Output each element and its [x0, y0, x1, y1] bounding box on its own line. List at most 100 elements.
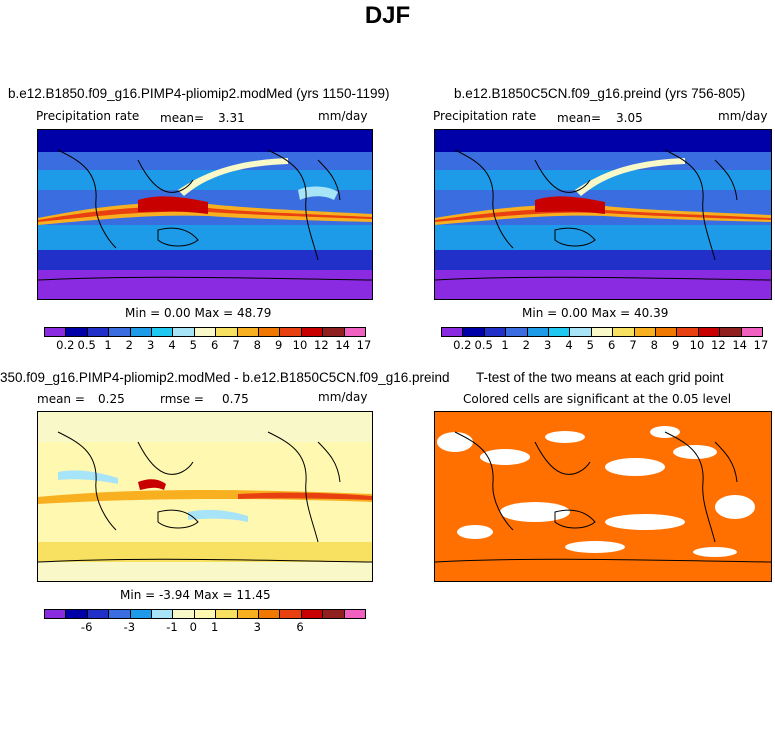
colorbar-swatch [634, 328, 657, 336]
colorbar-tick-label: 10 [689, 338, 705, 352]
colorbar-swatch [656, 328, 678, 336]
colorbar-tick-label: 12 [314, 338, 329, 352]
colorbar-tick-label: 0.2 [453, 338, 472, 352]
panel-2-precip-map [434, 129, 772, 300]
colorbar-swatch [173, 328, 195, 336]
colorbar-tick-label: 17 [356, 338, 372, 352]
panel-1-colorbar [44, 327, 366, 337]
panel-1-colorbar-ticks: 0.2 0.5 1 2 3 4 5 6 7 8 9 10 12 14 17 [44, 338, 371, 352]
panel-1-mean-label: mean= [160, 111, 205, 125]
panel-2-title: b.e12.B1850C5CN.f09_g16.preind (yrs 756-… [454, 86, 746, 101]
colorbar-tick-label: 6 [296, 620, 304, 634]
colorbar-tick-label: 4 [565, 338, 573, 352]
colorbar-tick-label: -1 [166, 620, 178, 634]
panel-3-title: 350.f09_g16.PIMP4-pliomip2.modMed - b.e1… [0, 370, 450, 385]
colorbar-swatch [45, 328, 67, 336]
panel-2-colorbar-ticks: 0.2 0.5 1 2 3 4 5 6 7 8 9 10 12 14 17 [441, 338, 768, 352]
colorbar-tick-label: 12 [711, 338, 726, 352]
panel-3-mean-label: mean = [37, 392, 85, 406]
colorbar-swatch [613, 328, 635, 336]
colorbar-swatch [301, 328, 324, 336]
colorbar-swatch [237, 610, 260, 618]
colorbar-swatch [66, 610, 88, 618]
colorbar-tick-label: -3 [123, 620, 136, 634]
colorbar-swatch [344, 328, 366, 336]
figure-title: DJF [364, 2, 411, 29]
colorbar-swatch [323, 610, 345, 618]
panel-1-title: b.e12.B1850.f09_g16.PIMP4-pliomip2.modMe… [8, 86, 390, 101]
colorbar-tick-label: 14 [732, 338, 747, 352]
colorbar-swatch [323, 328, 345, 336]
panel-3-rmse-label: rmse = [160, 392, 204, 406]
panel-1-minmax: Min = 0.00 Max = 48.79 [125, 306, 272, 320]
colorbar-tick-label: 5 [189, 338, 197, 352]
colorbar-tick-label: 2 [522, 338, 530, 352]
colorbar-swatch [152, 610, 174, 618]
colorbar-tick-label: 6 [210, 338, 219, 352]
colorbar-tick-label: 3 [146, 338, 155, 352]
colorbar-swatch [87, 328, 110, 336]
colorbar-swatch [66, 328, 88, 336]
panel-3-colorbar-ticks: -6 -3 -1 0 1 3 6 [44, 620, 364, 634]
panel-3-colorbar [44, 609, 366, 619]
colorbar-tick-label: -6 [80, 620, 93, 634]
panel-2-field-label: Precipitation rate [433, 109, 537, 123]
colorbar-tick-label: 4 [168, 338, 176, 352]
colorbar-swatch [527, 328, 550, 336]
panel-1-field-label: Precipitation rate [36, 109, 140, 123]
colorbar-tick-label: 1 [210, 620, 219, 634]
colorbar-tick-label: 0.5 [474, 338, 493, 352]
panel-3-mean-value: 0.25 [98, 392, 125, 406]
panel-2-units: mm/day [718, 109, 768, 123]
colorbar-swatch [259, 610, 281, 618]
colorbar-swatch [280, 328, 302, 336]
panel-2-mean-value: 3.05 [616, 111, 643, 125]
colorbar-tick-label: 1 [104, 338, 112, 352]
colorbar-tick-label: 9 [671, 338, 680, 352]
panel-3-units: mm/day [318, 390, 368, 404]
colorbar-tick-label: 3 [253, 620, 261, 634]
colorbar-swatch [194, 610, 217, 618]
panel-1-precip-map [37, 129, 373, 300]
colorbar-swatch [570, 328, 592, 336]
colorbar-tick-label: 6 [607, 338, 616, 352]
colorbar-tick-label: 1 [501, 338, 509, 352]
colorbar-swatch [344, 610, 366, 618]
colorbar-swatch [549, 328, 571, 336]
colorbar-swatch [280, 610, 302, 618]
panel-4-ttest-map [434, 411, 772, 582]
colorbar-swatch [677, 328, 699, 336]
colorbar-tick-label: 8 [253, 338, 261, 352]
panel-3-difference-map [37, 411, 373, 582]
colorbar-swatch [237, 328, 260, 336]
colorbar-swatch [591, 328, 614, 336]
colorbar-swatch [216, 328, 238, 336]
panel-4-subtitle: Colored cells are significant at the 0.0… [463, 392, 732, 406]
colorbar-swatch [109, 328, 131, 336]
colorbar-swatch [442, 328, 464, 336]
colorbar-tick-label: 7 [629, 338, 637, 352]
colorbar-swatch [259, 328, 281, 336]
panel-2-minmax: Min = 0.00 Max = 40.39 [522, 306, 669, 320]
panel-3-minmax: Min = -3.94 Max = 11.45 [120, 588, 271, 602]
colorbar-tick-label: 0.2 [56, 338, 75, 352]
colorbar-swatch [152, 328, 174, 336]
colorbar-tick-label: 0.5 [77, 338, 96, 352]
colorbar-swatch [301, 610, 324, 618]
colorbar-swatch [484, 328, 507, 336]
colorbar-swatch [463, 328, 485, 336]
colorbar-tick-label: 2 [125, 338, 133, 352]
panel-2-colorbar [441, 327, 763, 337]
colorbar-tick-label: 7 [232, 338, 240, 352]
panel-4-title: T-test of the two means at each grid poi… [476, 370, 724, 385]
colorbar-swatch [130, 328, 153, 336]
colorbar-tick-label: 9 [274, 338, 283, 352]
colorbar-tick-label: 14 [335, 338, 350, 352]
colorbar-swatch [173, 610, 195, 618]
panel-1-mean-value: 3.31 [218, 111, 245, 125]
colorbar-tick-label: 8 [650, 338, 658, 352]
colorbar-swatch [87, 610, 110, 618]
colorbar-tick-label: 17 [753, 338, 769, 352]
colorbar-tick-label: 3 [543, 338, 552, 352]
colorbar-tick-label: 5 [586, 338, 594, 352]
